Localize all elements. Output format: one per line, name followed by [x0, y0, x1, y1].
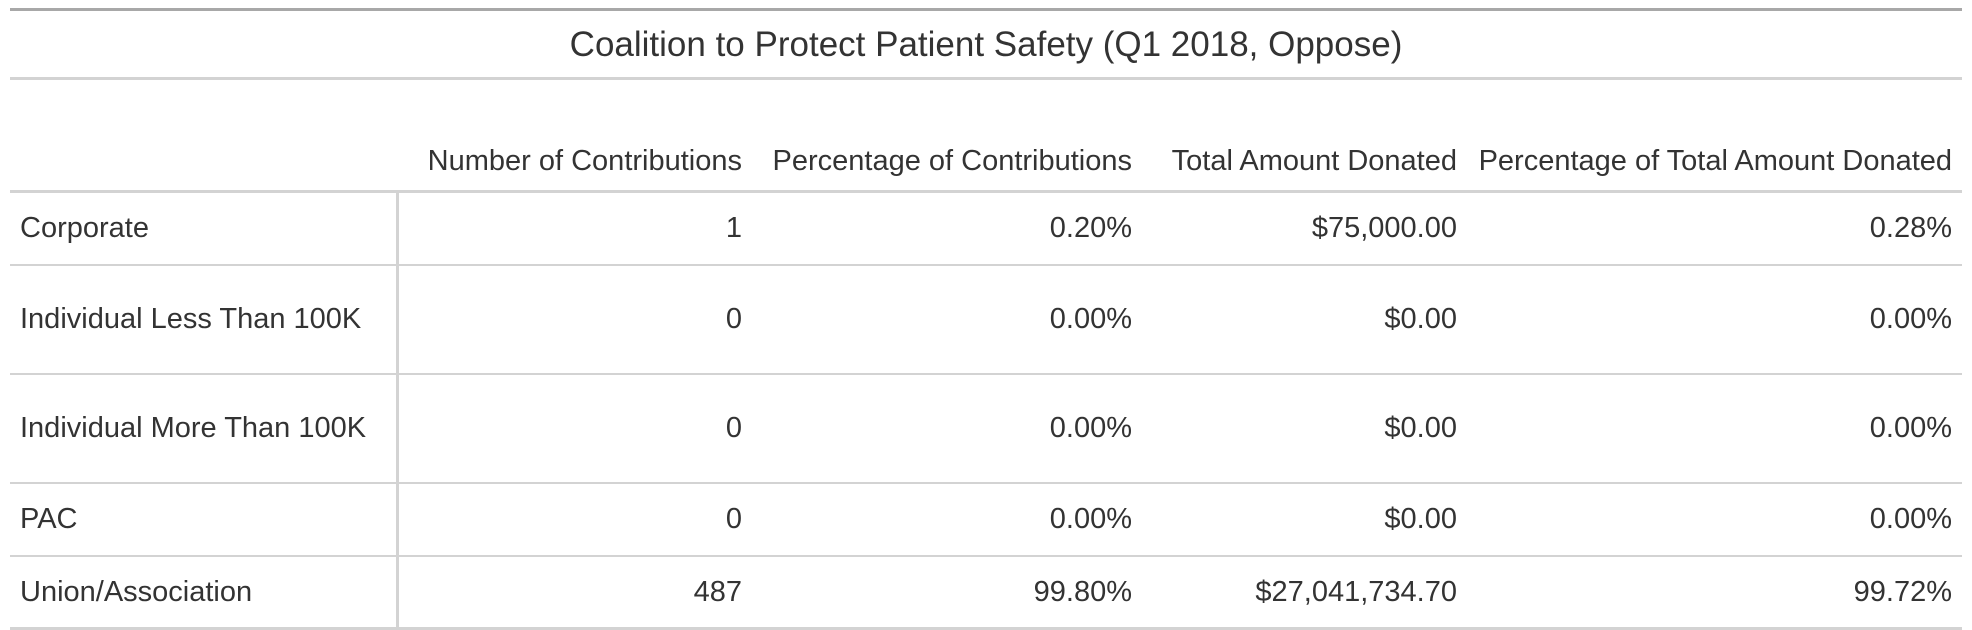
table-row: Corporate 1 0.20% $75,000.00 0.28% — [10, 191, 1963, 266]
column-header-total-amount-donated: Total Amount Donated — [1142, 78, 1467, 193]
column-header-percentage-of-total-amount-donated: Percentage of Total Amount Donated — [1467, 78, 1963, 193]
cell-percentage-of-total-amount: 99.72% — [1853, 575, 1953, 608]
cell-percentage-of-contributions: 0.00% — [752, 265, 1142, 375]
cell-total-amount-donated: $0.00 — [1142, 265, 1467, 375]
table-row: Union/Association 487 99.80% $27,041,734… — [10, 556, 1962, 629]
cell-percentage-of-total-amount: 0.00% — [1467, 374, 1963, 484]
contributions-table: Coalition to Protect Patient Safety (Q1 … — [10, 8, 1963, 630]
column-header-number-of-contributions: Number of Contributions — [397, 78, 752, 193]
row-label: PAC — [10, 483, 399, 557]
stub-header — [10, 78, 397, 193]
cell-percentage-of-contributions: 0.00% — [752, 483, 1142, 557]
row-label: Individual Less Than 100K — [10, 265, 399, 375]
cell-percentage-of-total-amount: 0.00% — [1467, 265, 1963, 375]
cell-percentage-of-total-amount: 0.00% — [1467, 483, 1963, 557]
cell-number-of-contributions: 487 — [693, 575, 742, 608]
table-row: PAC 0 0.00% $0.00 0.00% — [10, 483, 1963, 557]
cell-number-of-contributions: 0 — [397, 374, 752, 484]
cell-percentage-of-contributions: 0.00% — [752, 374, 1142, 484]
cell-percentage-of-contributions: 99.80% — [1033, 575, 1132, 608]
cell-total-amount-donated: $75,000.00 — [1142, 191, 1467, 266]
cell-percentage-of-total-amount: 0.28% — [1467, 191, 1963, 266]
row-label: Corporate — [10, 191, 399, 266]
table-title: Coalition to Protect Patient Safety (Q1 … — [10, 9, 1963, 80]
cell-number-of-contributions: 1 — [397, 191, 752, 266]
table-row: Individual More Than 100K 0 0.00% $0.00 … — [10, 374, 1963, 484]
table-title-row: Coalition to Protect Patient Safety (Q1 … — [10, 9, 1963, 80]
cell-total-amount-donated: $27,041,734.70 — [1255, 575, 1457, 608]
table-row: Individual Less Than 100K 0 0.00% $0.00 … — [10, 265, 1963, 375]
column-header-row: Number of Contributions Percentage of Co… — [10, 78, 1963, 193]
cell-total-amount-donated: $0.00 — [1142, 483, 1467, 557]
row-label: Union/Association — [10, 556, 399, 629]
column-header-percentage-of-contributions: Percentage of Contributions — [752, 78, 1142, 193]
cell-number-of-contributions: 0 — [397, 483, 752, 557]
cell-percentage-of-contributions: 0.20% — [752, 191, 1142, 266]
row-label: Individual More Than 100K — [10, 374, 399, 484]
table-container: Coalition to Protect Patient Safety (Q1 … — [10, 8, 1963, 630]
cell-total-amount-donated: $0.00 — [1142, 374, 1467, 484]
cell-number-of-contributions: 0 — [397, 265, 752, 375]
